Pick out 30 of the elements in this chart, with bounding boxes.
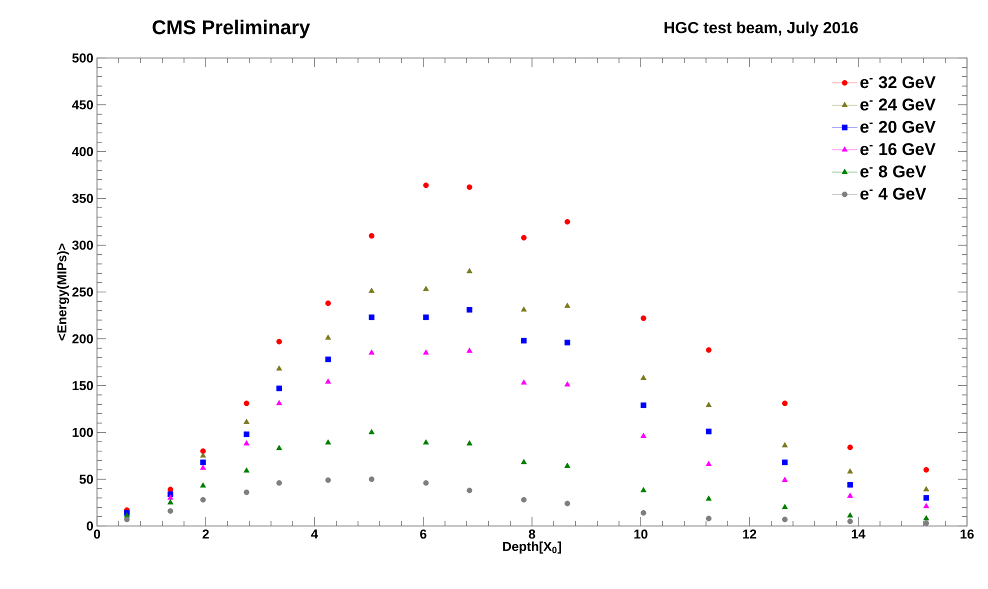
legend-label: e$^{-}$ 8 GeV bbox=[860, 165, 926, 178]
y-tick-label: 300 bbox=[72, 240, 93, 250]
y-tick-label: 0 bbox=[86, 521, 93, 531]
x-tick-label: 12 bbox=[743, 530, 756, 539]
y-axis-title: <Energy(MIPs)> bbox=[56, 244, 70, 340]
x-tick-label: 2 bbox=[202, 530, 209, 539]
x-tick-label: 10 bbox=[634, 530, 648, 539]
x-axis-title: Depth[X$_{0}$] bbox=[503, 542, 562, 554]
y-tick-label: 350 bbox=[72, 194, 93, 203]
y-tick-label: 50 bbox=[79, 474, 93, 484]
y-tick-label: 100 bbox=[72, 428, 93, 437]
legend-label: e$^{-}$ 24 GeV bbox=[860, 98, 936, 111]
y-tick-label: 400 bbox=[72, 147, 93, 156]
x-tick-label: 16 bbox=[960, 530, 974, 539]
legend-label: e$^{-}$ 4 GeV bbox=[860, 188, 926, 200]
y-tick-label: 500 bbox=[72, 53, 93, 63]
x-tick-label: 0 bbox=[94, 530, 100, 539]
legend-label: e$^{-}$ 32 GeV bbox=[860, 76, 936, 88]
x-tick-label: 4 bbox=[311, 530, 318, 538]
y-tick-label: 200 bbox=[72, 334, 93, 344]
legend-label: e$^{-}$ 16 GeV bbox=[860, 143, 936, 156]
legend-label: e$^{-}$ 20 GeV bbox=[860, 120, 936, 133]
y-tick-label: 150 bbox=[72, 381, 93, 390]
x-tick-label: 6 bbox=[420, 530, 426, 539]
x-tick-label: 8 bbox=[528, 530, 536, 539]
x-tick-label: 14 bbox=[852, 530, 866, 538]
chart-subtitle: HGC test beam, July 2016 bbox=[664, 22, 858, 36]
chart-title: CMS Preliminary bbox=[152, 20, 310, 38]
y-tick-label: 450 bbox=[72, 100, 93, 110]
y-tick-label: 250 bbox=[72, 287, 93, 297]
